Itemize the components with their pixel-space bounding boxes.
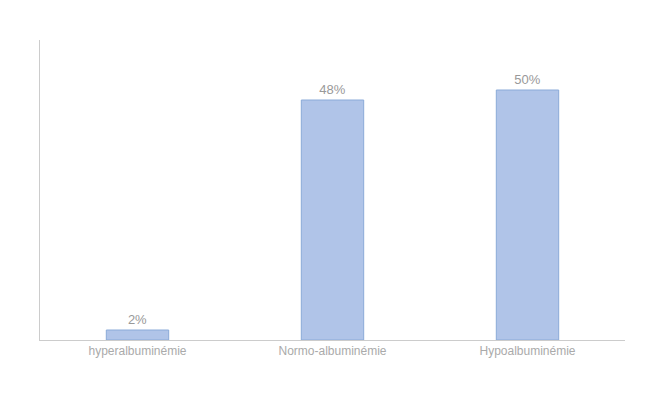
svg-text:Normo-albuminémie: Normo-albuminémie — [278, 344, 386, 358]
svg-text:hyperalbuminémie: hyperalbuminémie — [88, 344, 186, 358]
svg-text:50%: 50% — [514, 72, 540, 87]
svg-text:48%: 48% — [319, 82, 345, 97]
svg-text:2%: 2% — [128, 312, 147, 327]
svg-text:Hypoalbuminémie: Hypoalbuminémie — [479, 344, 575, 358]
